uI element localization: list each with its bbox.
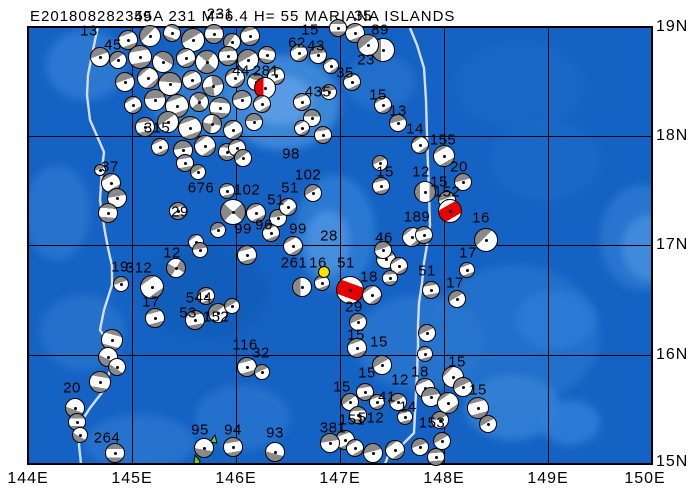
map-frame-border	[27, 26, 653, 465]
x-axis-tick-label: 149E	[527, 470, 569, 487]
bathymetry-shade	[515, 290, 595, 350]
y-axis-tick-label: 16N	[656, 346, 689, 363]
grid-line-parallel	[28, 355, 652, 356]
grid-line-parallel	[28, 136, 652, 137]
bathymetry-shade	[540, 400, 600, 445]
bathymetry-shade	[305, 210, 350, 275]
y-axis-tick-label: 19N	[656, 18, 689, 35]
x-axis-tick-label: 150E	[624, 470, 666, 487]
bathymetry-shade	[455, 40, 585, 130]
bathymetry-shade	[490, 120, 600, 200]
y-axis-tick-label: 18N	[656, 127, 689, 144]
trench-line	[77, 27, 118, 464]
x-axis-tick-label: 144E	[7, 470, 49, 487]
x-axis-tick-label: 145E	[111, 470, 153, 487]
bathymetry-shade	[85, 415, 195, 464]
plot-title: E201808282355A 231 M=6.4 H= 55 MARIANA I…	[30, 8, 456, 25]
y-axis-tick-label: 15N	[656, 453, 689, 470]
x-axis-tick-label: 148E	[423, 470, 465, 487]
x-axis-tick-label: 147E	[319, 470, 361, 487]
grid-line-parallel	[28, 245, 652, 246]
x-axis-tick-label: 146E	[215, 470, 257, 487]
bathymetry-shade	[28, 165, 90, 260]
y-axis-tick-label: 17N	[656, 236, 689, 253]
